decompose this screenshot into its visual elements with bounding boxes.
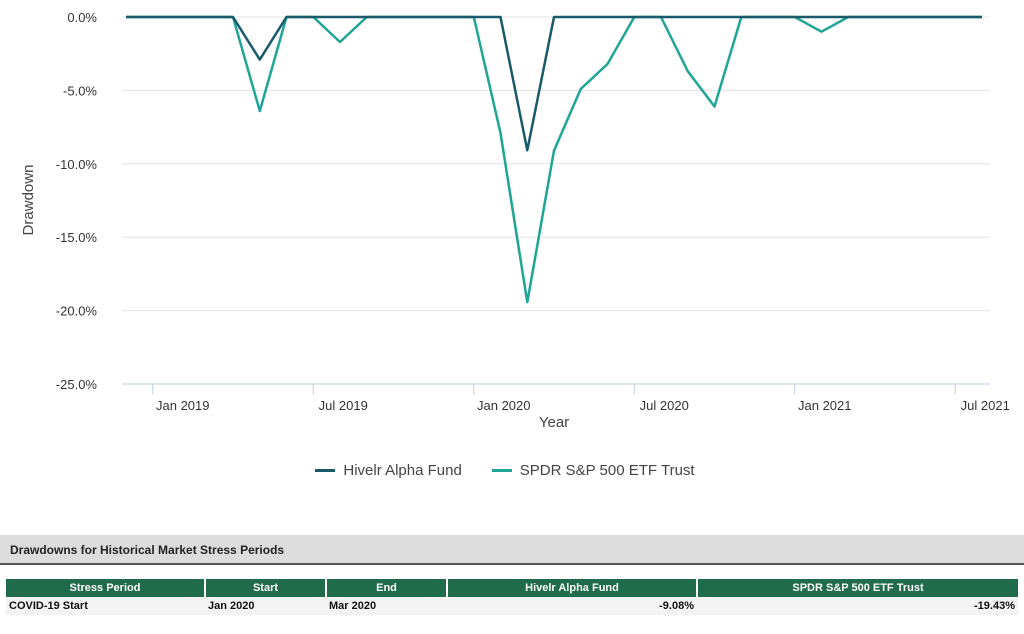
cell-spdr-drawdown: -19.43% (697, 597, 1018, 615)
series-line-hivelr (126, 15, 982, 152)
stress-periods-header: Drawdowns for Historical Market Stress P… (0, 535, 1024, 565)
legend-item-spdr[interactable]: SPDR S&P 500 ETF Trust (491, 462, 695, 479)
x-tick-label: Jul 2020 (640, 398, 689, 413)
x-tick-label: Jan 2021 (798, 398, 852, 413)
y-tick-label: 0.0% (67, 10, 97, 25)
legend-swatch-spdr (491, 469, 512, 472)
x-tick-label: Jul 2019 (319, 398, 368, 413)
x-tick-label: Jul 2021 (961, 398, 1010, 413)
column-header-hivelr[interactable]: Hivelr Alpha Fund (447, 579, 698, 597)
legend-swatch-hivelr (315, 469, 336, 472)
axes: 0.0% -5.0% -10.0% -15.0% -20.0% -25.0% Jan 201… (56, 10, 1010, 413)
column-header-spdr[interactable]: SPDR S&P 500 ETF Trust (697, 579, 1018, 597)
legend-label-hivelr: Hivelr Alpha Fund (343, 462, 462, 479)
table-header-row: Stress Period Start End Hivelr Alpha Fun… (6, 579, 1018, 597)
grid-lines (122, 16, 990, 385)
y-tick-label: -10.0% (56, 157, 98, 172)
series-line-spdr (126, 15, 982, 304)
legend-item-hivelr[interactable]: Hivelr Alpha Fund (315, 462, 462, 479)
cell-start: Jan 2020 (205, 597, 326, 615)
y-tick-label: -15.0% (56, 230, 98, 245)
y-tick-label: -20.0% (56, 304, 98, 319)
x-tick-label: Jan 2020 (477, 398, 531, 413)
y-axis-label: Drawdown (20, 165, 37, 236)
table-row: COVID-19 Start Jan 2020 Mar 2020 -9.08% … (6, 597, 1018, 615)
y-tick-label: -5.0% (63, 83, 97, 98)
column-header-end[interactable]: End (326, 579, 448, 597)
legend-label-spdr: SPDR S&P 500 ETF Trust (519, 462, 695, 479)
column-header-stress-period[interactable]: Stress Period (6, 579, 206, 597)
x-axis-label: Year (539, 414, 569, 431)
column-header-start[interactable]: Start (205, 579, 327, 597)
stress-periods-table: Stress Period Start End Hivelr Alpha Fun… (6, 579, 1018, 615)
x-tick-label: Jan 2019 (156, 398, 210, 413)
cell-stress-period: COVID-19 Start (6, 597, 205, 615)
stress-periods-title: Drawdowns for Historical Market Stress P… (10, 543, 285, 557)
chart-legend: Hivelr Alpha Fund SPDR S&P 500 ETF Trust (0, 462, 1010, 479)
y-tick-label: -25.0% (56, 377, 98, 392)
cell-end: Mar 2020 (326, 597, 447, 615)
series-lines (126, 15, 982, 304)
drawdown-chart: 0.0% -5.0% -10.0% -15.0% -20.0% -25.0% Jan 201… (20, 10, 1010, 431)
cell-hivelr-drawdown: -9.08% (447, 597, 697, 615)
